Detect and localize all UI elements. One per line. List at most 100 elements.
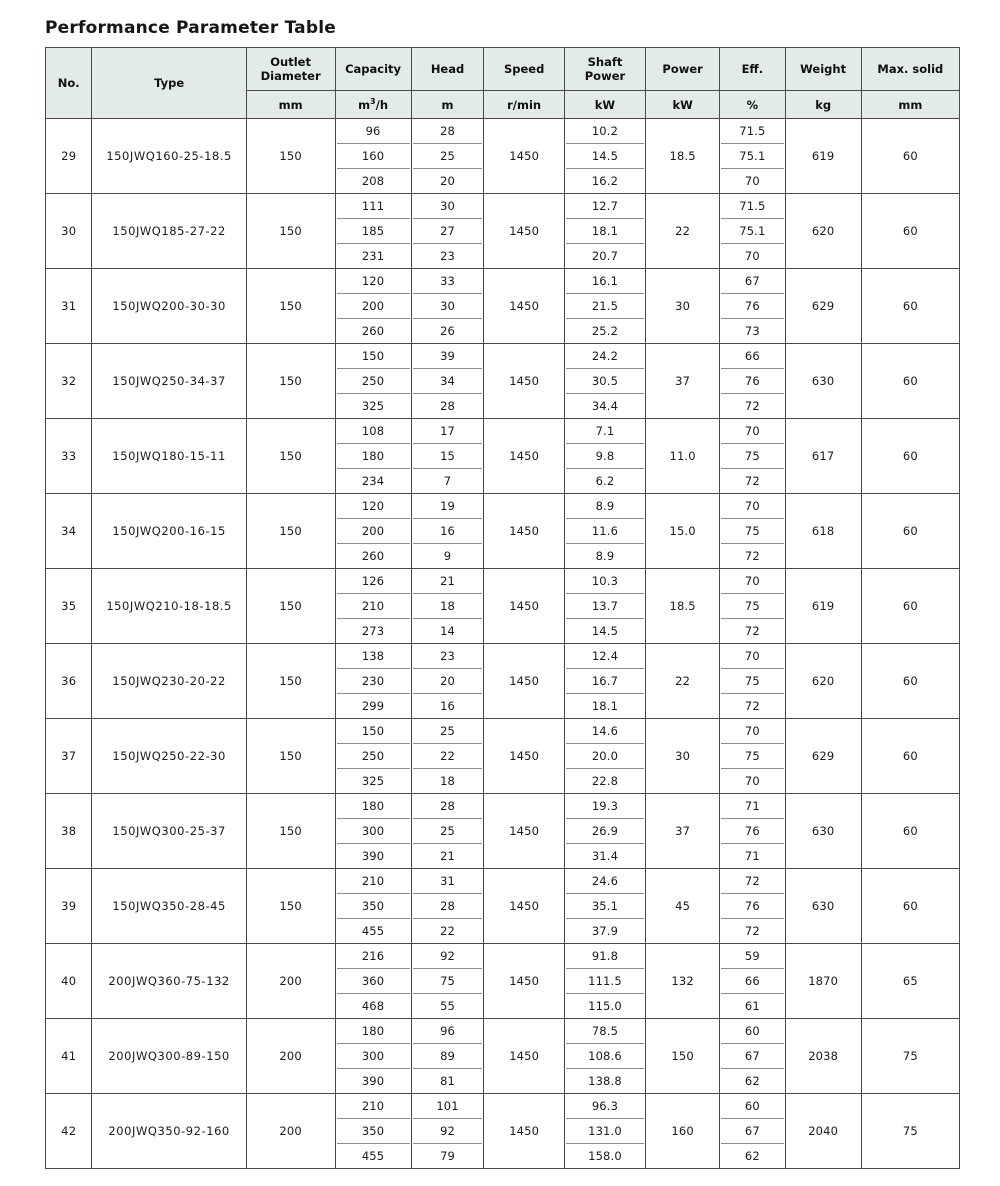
cell-capacity: 210 350 455 <box>334 1093 412 1170</box>
cell-capacity-value: 360 <box>336 969 410 995</box>
cell-efficiency-value: 75.1 <box>721 144 784 170</box>
cell-shaft-power-stack: 91.8 111.5 115.0 <box>565 944 645 1018</box>
cell-outlet-diameter: 150 <box>245 643 336 720</box>
cell-head: 28 25 20 <box>410 118 485 195</box>
cell-capacity-value: 200 <box>336 294 410 320</box>
cell-weight: 2038 <box>784 1018 862 1095</box>
cell-head-value: 20 <box>440 174 455 189</box>
cell-shaft-power-value: 20.7 <box>591 249 619 264</box>
cell-shaft-power-stack: 12.4 16.7 18.1 <box>565 644 645 718</box>
cell-capacity-value: 216 <box>336 944 410 970</box>
header-row-labels: No. Type Outlet Diameter Capacity Head S… <box>44 47 961 120</box>
cell-power: 22 <box>645 193 721 270</box>
cell-capacity-stack: 216 360 468 <box>336 944 411 1018</box>
cell-head-value: 101 <box>412 1094 483 1120</box>
cell-efficiency-stack: 67 76 73 <box>720 269 785 343</box>
cell-efficiency-stack: 72 76 72 <box>720 869 785 943</box>
cell-head-stack: 28 25 20 <box>412 119 484 193</box>
unit-speed: r/min <box>483 90 565 120</box>
table-row: 31 150JWQ200-30-30 150 120 200 260 33 30 26 1450 1… <box>44 268 961 345</box>
cell-capacity-value: 120 <box>336 494 410 520</box>
cell-efficiency-value: 72 <box>744 399 760 414</box>
cell-max-solid: 65 <box>860 943 961 1020</box>
cell-capacity-value: 185 <box>336 219 410 245</box>
cell-power: 18.5 <box>645 118 721 195</box>
cell-head: 28 25 21 <box>410 793 485 870</box>
cell-efficiency: 66 76 72 <box>719 343 786 420</box>
cell-efficiency-stack: 71 76 71 <box>720 794 785 868</box>
cell-max-solid: 60 <box>860 718 961 795</box>
cell-efficiency-value: 72 <box>721 869 784 895</box>
cell-capacity: 180 300 390 <box>334 793 412 870</box>
cell-speed: 1450 <box>483 343 565 420</box>
cell-weight: 619 <box>784 568 862 645</box>
cell-capacity-stack: 180 300 390 <box>336 1019 411 1093</box>
cell-capacity-value: 230 <box>336 669 410 695</box>
cell-capacity-stack: 138 230 299 <box>336 644 411 718</box>
cell-no: 37 <box>44 718 93 795</box>
cell-head-value: 19 <box>412 494 483 520</box>
cell-shaft-power-value: 9.8 <box>565 444 645 470</box>
cell-efficiency-value: 66 <box>721 969 784 995</box>
cell-efficiency-value: 70 <box>744 249 760 264</box>
cell-shaft-power-value: 21.5 <box>565 294 645 320</box>
cell-efficiency-value: 72 <box>744 549 760 564</box>
cell-shaft-power-value: 37.9 <box>591 924 619 939</box>
cell-type: 150JWQ160-25-18.5 <box>91 118 247 195</box>
cell-capacity-value: 180 <box>336 794 410 820</box>
cell-efficiency-stack: 71.5 75.1 70 <box>720 119 785 193</box>
table-row: 41 200JWQ300-89-150 200 180 300 390 96 89 81 1450… <box>44 1018 961 1095</box>
cell-capacity-stack: 126 210 273 <box>336 569 411 643</box>
cell-capacity-stack: 111 185 231 <box>336 194 411 268</box>
cell-efficiency-value: 60 <box>721 1019 784 1045</box>
cell-capacity-value: 200 <box>336 519 410 545</box>
cell-efficiency: 71 76 71 <box>719 793 786 870</box>
cell-power: 160 <box>645 1093 721 1170</box>
cell-head-value: 25 <box>412 144 483 170</box>
cell-no: 40 <box>44 943 93 1020</box>
cell-capacity-value: 180 <box>336 444 410 470</box>
cell-capacity: 126 210 273 <box>334 568 412 645</box>
cell-speed: 1450 <box>483 568 565 645</box>
cell-power: 15.0 <box>645 493 721 570</box>
cell-shaft-power-value: 14.5 <box>565 144 645 170</box>
cell-no: 34 <box>44 493 93 570</box>
cell-capacity-value: 325 <box>361 399 385 414</box>
cell-shaft-power: 10.3 13.7 14.5 <box>563 568 647 645</box>
table-row: 36 150JWQ230-20-22 150 138 230 299 23 20 16 1450 1… <box>44 643 961 720</box>
unit-capacity: m3/h <box>334 90 412 120</box>
cell-head-value: 31 <box>412 869 483 895</box>
cell-head-value: 28 <box>412 794 483 820</box>
cell-type: 150JWQ230-20-22 <box>91 643 247 720</box>
cell-speed: 1450 <box>483 868 565 945</box>
cell-capacity-value: 300 <box>336 1044 410 1070</box>
cell-speed: 1450 <box>483 718 565 795</box>
cell-head-value: 75 <box>412 969 483 995</box>
cell-shaft-power-stack: 10.3 13.7 14.5 <box>565 569 645 643</box>
cell-shaft-power: 19.3 26.9 31.4 <box>563 793 647 870</box>
cell-type: 150JWQ180-15-11 <box>91 418 247 495</box>
cell-head-value: 27 <box>412 219 483 245</box>
cell-efficiency: 60 67 62 <box>719 1093 786 1170</box>
cell-efficiency-value: 66 <box>721 344 784 370</box>
cell-shaft-power: 78.5 108.6 138.8 <box>563 1018 647 1095</box>
cell-head: 92 75 55 <box>410 943 485 1020</box>
cell-efficiency-value: 70 <box>744 774 760 789</box>
cell-efficiency-value: 67 <box>721 1044 784 1070</box>
page-title: Performance Parameter Table <box>45 18 336 38</box>
cell-outlet-diameter: 200 <box>245 943 336 1020</box>
cell-max-solid: 60 <box>860 268 961 345</box>
cell-capacity-stack: 96 160 208 <box>336 119 411 193</box>
cell-efficiency-stack: 59 66 61 <box>720 944 785 1018</box>
shaft-power-line2: Power <box>584 69 626 84</box>
cell-head-value: 16 <box>440 699 455 714</box>
cell-capacity-value: 231 <box>361 249 385 264</box>
cell-head-stack: 101 92 79 <box>412 1094 484 1168</box>
cell-weight: 629 <box>784 718 862 795</box>
cell-efficiency-value: 72 <box>744 924 760 939</box>
cell-efficiency-stack: 70 75 72 <box>720 569 785 643</box>
cell-no: 32 <box>44 343 93 420</box>
table-row: 35 150JWQ210-18-18.5 150 126 210 273 21 18 14 145… <box>44 568 961 645</box>
cell-capacity-value: 150 <box>336 719 410 745</box>
cell-shaft-power-value: 35.1 <box>565 894 645 920</box>
